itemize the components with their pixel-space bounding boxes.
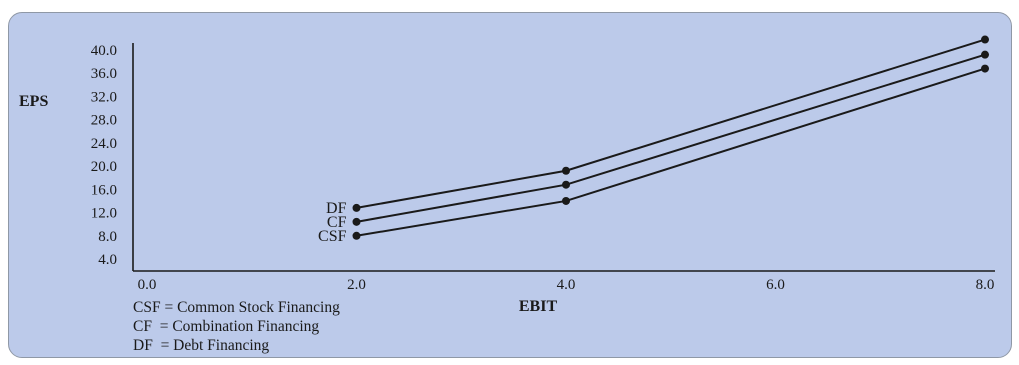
- x-tick-label: 8.0: [976, 277, 995, 293]
- data-point-csf: [352, 231, 361, 240]
- legend-entry: DF = Debt Financing: [133, 337, 269, 354]
- y-tick-label: 4.0: [98, 252, 117, 268]
- y-tick-label: 32.0: [91, 89, 117, 105]
- x-axis-label: EBIT: [519, 298, 558, 315]
- series-label-cf: CF: [327, 214, 347, 231]
- data-point-cf: [562, 180, 570, 189]
- legend: CSF = Common Stock Financing CF = Combina…: [133, 299, 340, 354]
- series-label-df: DF: [326, 200, 347, 217]
- data-point-df: [352, 203, 361, 212]
- data-point-csf: [981, 64, 989, 73]
- legend-entry: CF = Combination Financing: [133, 318, 319, 335]
- legend-entry: CSF = Common Stock Financing: [133, 299, 340, 316]
- y-tick-label: 12.0: [91, 206, 117, 222]
- data-point-df: [981, 35, 989, 44]
- series-line-df: [356, 38, 986, 209]
- x-tick-label: 2.0: [347, 277, 366, 293]
- x-tick-label: 4.0: [557, 277, 576, 293]
- eps-ebit-chart: EPS EBIT 4.0 8.0 12.0 16.0 20.0 24.0 28.0 32.0 3…: [19, 35, 995, 354]
- y-tick-label: 36.0: [91, 66, 117, 82]
- x-tick-label: 6.0: [766, 277, 785, 293]
- y-tick-label: 40.0: [91, 43, 117, 59]
- chart-panel: EPS EBIT 4.0 8.0 12.0 16.0 20.0 24.0 28.0 32.0 3…: [8, 12, 1012, 358]
- y-tick-label: 20.0: [91, 159, 117, 175]
- y-tick-label: 16.0: [91, 182, 117, 198]
- y-tick-label: 24.0: [91, 136, 117, 152]
- y-axis-label: EPS: [19, 93, 48, 110]
- y-tick-label: 28.0: [91, 113, 117, 129]
- data-point-cf: [352, 217, 361, 226]
- y-tick-label: 8.0: [98, 229, 117, 245]
- series-group: [352, 35, 989, 240]
- data-point-cf: [981, 50, 989, 59]
- data-point-csf: [562, 196, 570, 205]
- x-tick-label: 0.0: [138, 277, 157, 293]
- series-label-csf: CSF: [318, 228, 347, 245]
- x-tick-labels: 0.0 2.0 4.0 6.0 8.0: [138, 277, 995, 293]
- axes: [132, 43, 995, 272]
- y-tick-labels: 4.0 8.0 12.0 16.0 20.0 24.0 28.0 32.0 36.0 40.0: [91, 43, 117, 268]
- data-point-df: [562, 166, 570, 175]
